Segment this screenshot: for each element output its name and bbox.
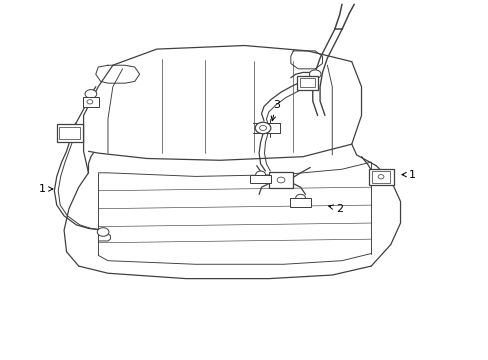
Circle shape	[255, 171, 265, 178]
Circle shape	[309, 70, 321, 78]
Circle shape	[259, 126, 266, 131]
FancyBboxPatch shape	[268, 172, 293, 188]
FancyBboxPatch shape	[82, 97, 99, 107]
FancyBboxPatch shape	[371, 171, 389, 183]
FancyBboxPatch shape	[249, 175, 271, 183]
Text: 3: 3	[271, 100, 279, 121]
FancyBboxPatch shape	[299, 78, 315, 87]
FancyBboxPatch shape	[289, 198, 311, 207]
Circle shape	[255, 122, 270, 134]
Circle shape	[97, 228, 109, 236]
Text: 1: 1	[39, 184, 53, 194]
FancyBboxPatch shape	[57, 125, 83, 141]
Circle shape	[87, 100, 93, 104]
FancyBboxPatch shape	[368, 169, 393, 185]
FancyBboxPatch shape	[296, 76, 318, 90]
Circle shape	[85, 90, 97, 98]
Text: 1: 1	[401, 170, 415, 180]
FancyBboxPatch shape	[59, 127, 80, 139]
Circle shape	[295, 194, 305, 202]
Circle shape	[277, 177, 285, 183]
Circle shape	[377, 175, 383, 179]
Text: 2: 2	[328, 204, 343, 214]
